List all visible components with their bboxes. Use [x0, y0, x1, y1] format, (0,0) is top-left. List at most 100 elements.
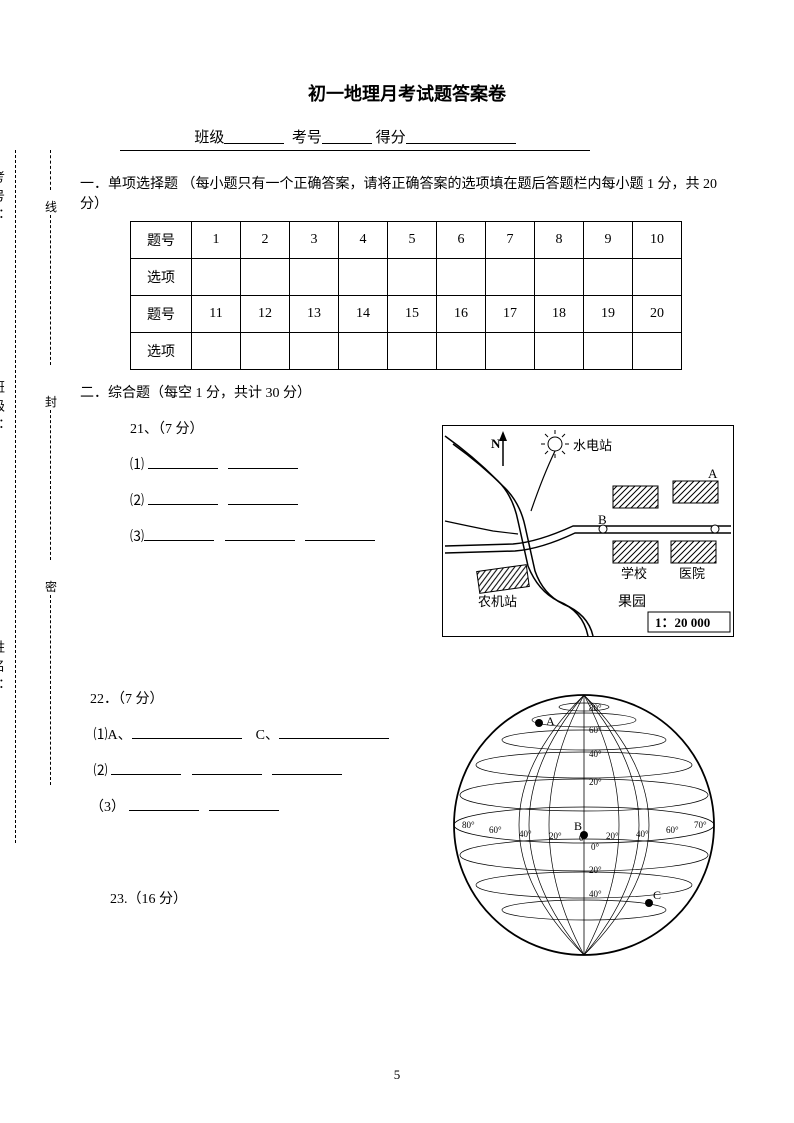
blank[interactable] [148, 456, 218, 469]
svg-text:60°: 60° [589, 725, 602, 735]
map-figure: N 水电站 [442, 425, 734, 637]
q21-sub1: ⑴ [130, 458, 144, 473]
svg-text:20°: 20° [589, 865, 602, 875]
binding-seg [50, 595, 51, 785]
row-header: 题号 [131, 222, 192, 259]
binding-seg [50, 410, 51, 560]
globe-a-label: A [546, 714, 555, 728]
ans-cell[interactable] [241, 333, 290, 370]
blank[interactable] [228, 492, 298, 505]
binding-seg [50, 215, 51, 365]
blank[interactable] [111, 762, 181, 775]
ans-cell[interactable] [437, 333, 486, 370]
num-cell: 20 [633, 296, 682, 333]
binding-line [15, 150, 16, 843]
ans-cell[interactable] [290, 259, 339, 296]
page: 考号： 班级： 姓名： 线 封 密 初一地理月考试题答案卷 班级 考号 得分 一… [0, 0, 794, 1123]
num-cell: 14 [339, 296, 388, 333]
ans-cell[interactable] [535, 333, 584, 370]
svg-text:40°: 40° [589, 889, 602, 899]
blank[interactable] [279, 726, 389, 739]
num-cell: 13 [290, 296, 339, 333]
num-cell: 8 [535, 222, 584, 259]
binding-label-name: 姓名： [0, 640, 7, 697]
info-line: 班级 考号 得分 [120, 126, 590, 151]
svg-text:20°: 20° [606, 831, 619, 841]
q22-sub2: ⑵ [94, 764, 108, 779]
num-cell: 17 [486, 296, 535, 333]
row-header: 题号 [131, 296, 192, 333]
section2-heading: 二．综合题（每空 1 分，共计 30 分） [80, 382, 734, 402]
num-cell: 4 [339, 222, 388, 259]
ans-cell[interactable] [192, 259, 241, 296]
binding-label-class: 班级： [0, 380, 7, 437]
num-cell: 7 [486, 222, 535, 259]
svg-text:70°: 70° [694, 820, 707, 830]
ans-cell[interactable] [388, 259, 437, 296]
svg-text:60°: 60° [489, 825, 502, 835]
num-cell: 12 [241, 296, 290, 333]
school-label: 学校 [621, 566, 647, 581]
ans-cell[interactable] [290, 333, 339, 370]
ans-cell[interactable] [486, 259, 535, 296]
ans-cell[interactable] [584, 333, 633, 370]
answer-table: 题号 1 2 3 4 5 6 7 8 9 10 选项 题号 11 12 13 [130, 221, 682, 370]
main-content: 初一地理月考试题答案卷 班级 考号 得分 一．单项选择题 （每小题只有一个正确答… [80, 80, 734, 924]
num-cell: 3 [290, 222, 339, 259]
orchard-label: 果园 [618, 595, 646, 610]
id-blank[interactable] [322, 129, 372, 144]
blank[interactable] [209, 798, 279, 811]
blank[interactable] [225, 528, 295, 541]
svg-text:20°: 20° [589, 777, 602, 787]
blank[interactable] [129, 798, 199, 811]
num-cell: 10 [633, 222, 682, 259]
num-cell: 1 [192, 222, 241, 259]
page-title: 初一地理月考试题答案卷 [80, 80, 734, 106]
ans-cell[interactable] [486, 333, 535, 370]
binding-mark-xian: 线 [45, 198, 57, 215]
binding-mark-feng: 封 [45, 393, 57, 410]
num-cell: 2 [241, 222, 290, 259]
ans-cell[interactable] [339, 333, 388, 370]
q21-sub3: ⑶ [130, 530, 144, 545]
ans-cell[interactable] [633, 333, 682, 370]
ans-cell[interactable] [437, 259, 486, 296]
row-header: 选项 [131, 259, 192, 296]
svg-text:40°: 40° [519, 829, 532, 839]
b-label: B [598, 512, 607, 527]
id-label: 考号 [292, 130, 322, 146]
blank[interactable] [192, 762, 262, 775]
score-label: 得分 [376, 130, 406, 146]
binding-label-id: 考号： [0, 170, 7, 227]
svg-text:80°: 80° [462, 820, 475, 830]
svg-text:80°: 80° [589, 703, 602, 713]
binding-seg [50, 150, 51, 190]
blank[interactable] [228, 456, 298, 469]
class-blank[interactable] [224, 129, 284, 144]
score-blank[interactable] [406, 129, 516, 144]
blank[interactable] [305, 528, 375, 541]
ans-cell[interactable] [584, 259, 633, 296]
globe-figure: A B C 80° 60° 40° 20° 0° 20° 40° 60° 70°… [444, 685, 724, 965]
ans-cell[interactable] [535, 259, 584, 296]
q22-sub3: （3） [90, 800, 125, 815]
scale-label: 1：20 000 [655, 615, 710, 630]
num-cell: 16 [437, 296, 486, 333]
hospital-label: 医院 [679, 566, 705, 581]
ans-cell[interactable] [633, 259, 682, 296]
page-number: 5 [0, 1067, 794, 1083]
ans-cell[interactable] [241, 259, 290, 296]
blank[interactable] [132, 726, 242, 739]
num-cell: 18 [535, 296, 584, 333]
ans-cell[interactable] [339, 259, 388, 296]
svg-text:60°: 60° [666, 825, 679, 835]
ans-cell[interactable] [192, 333, 241, 370]
blank[interactable] [144, 528, 214, 541]
blank[interactable] [272, 762, 342, 775]
num-cell: 5 [388, 222, 437, 259]
num-cell: 19 [584, 296, 633, 333]
blank[interactable] [148, 492, 218, 505]
num-cell: 9 [584, 222, 633, 259]
ans-cell[interactable] [388, 333, 437, 370]
station-label: 水电站 [573, 438, 612, 453]
